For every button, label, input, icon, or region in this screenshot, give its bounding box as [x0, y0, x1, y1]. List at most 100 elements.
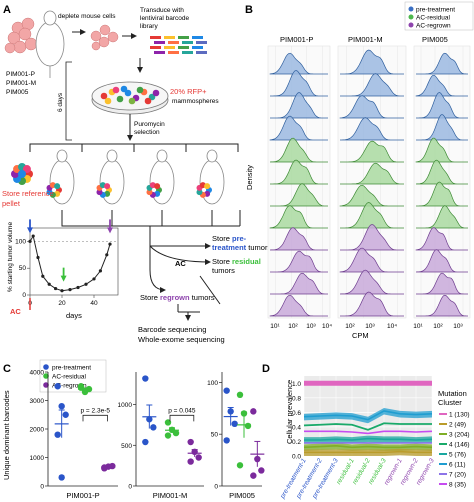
b-legend-dot	[408, 14, 414, 20]
d-ytick-label: 0.8	[292, 395, 301, 402]
b-title-1: PIM001-P	[280, 35, 313, 44]
tv-point	[98, 269, 102, 273]
tv-point	[108, 242, 112, 246]
tv-point	[47, 282, 51, 286]
c-point	[240, 410, 248, 417]
barcode-strip	[154, 41, 165, 44]
b-density-ridge	[270, 92, 328, 119]
tv-point	[36, 255, 40, 260]
transduce-line-1: Transduce with	[140, 7, 184, 14]
b-density-ridge	[415, 249, 468, 273]
tv-ytick-label: 50	[19, 265, 27, 272]
c-point	[244, 422, 252, 430]
d-ytick-label: 0.2	[292, 439, 301, 446]
arrow-store-pre	[149, 236, 210, 246]
b-density-ridge	[415, 227, 468, 251]
store-reference-line-2: pellet	[2, 199, 21, 208]
c-legend-dot	[43, 364, 49, 370]
b-legend-dot	[408, 22, 414, 28]
store-reference-line-1: Store reference	[2, 189, 54, 198]
c-point	[250, 472, 257, 479]
b-density-ridge	[416, 52, 468, 75]
panel-b-letter: B	[245, 4, 253, 16]
pellet-cell	[18, 170, 26, 178]
c-point	[58, 403, 65, 410]
c-pval: p = 2.3e-5	[81, 407, 111, 414]
b-density-ridge	[270, 272, 328, 295]
ac-mid-label: AC	[175, 259, 186, 268]
c-legend-label: pre-treatment	[52, 365, 91, 372]
b-density-ridge	[269, 227, 328, 251]
mammosphere-dot	[116, 95, 124, 103]
c-ytick-label: 1000	[30, 455, 45, 462]
b-density-ridge	[415, 159, 468, 185]
barcode-strip	[150, 46, 161, 49]
days-bracket	[65, 61, 72, 141]
mammosphere-dot	[100, 92, 108, 100]
tv-point	[60, 289, 64, 293]
b-legend-label: pre-treatment	[416, 7, 455, 14]
c-point	[142, 438, 149, 446]
c-point	[191, 448, 198, 455]
c-ytick-label: 0	[214, 484, 218, 491]
b-density-ridge	[340, 140, 404, 163]
tumor-cell	[104, 183, 111, 190]
tumor-cell	[204, 183, 211, 190]
cpm-xlabel: CPM	[352, 331, 369, 340]
d-cluster-line	[304, 437, 433, 441]
b-density-ridge	[269, 115, 328, 141]
c-subplot-title: PIM001-M	[153, 491, 188, 500]
d-legend-title-1: Mutation	[438, 389, 467, 398]
b-density-ridge	[270, 70, 328, 97]
timepoint-arrowhead	[27, 227, 33, 234]
c-point	[101, 464, 108, 471]
b-density-ridge	[269, 137, 328, 163]
c-point	[254, 455, 261, 463]
d-legend-label: 1 (130)	[449, 412, 470, 419]
barcode-strip	[196, 41, 207, 44]
c-ytick-label: 3000	[30, 398, 45, 405]
b-density-ridge	[416, 272, 468, 295]
barcode-strip	[192, 36, 203, 39]
b-legend-label: AC-residual	[416, 15, 451, 22]
tv-point	[76, 285, 80, 290]
barcode-strip	[178, 36, 189, 39]
c-point	[250, 408, 257, 415]
c-point	[231, 420, 238, 428]
c-ylabel: Unique dominant barcodes	[2, 390, 11, 480]
b-density-ridge	[270, 250, 328, 273]
mice-row	[11, 149, 225, 205]
b-density-ridge	[269, 52, 328, 75]
b-density-ridge	[416, 92, 468, 119]
b-xtick-label: 10³	[306, 323, 316, 330]
b-xtick-label: 10¹	[270, 323, 280, 330]
b-density-ridge	[416, 114, 468, 141]
c-point	[142, 375, 149, 382]
puromycin-line-1: Puromycin	[134, 121, 165, 128]
mammosphere-dot	[104, 97, 112, 105]
distribution-ticks	[81, 144, 187, 152]
tv-xtick-label: 40	[90, 300, 98, 307]
transduce-line-3: library	[140, 23, 158, 30]
d-legend-label: 5 (76)	[449, 452, 466, 459]
b-legend-label: AC-regrown	[416, 23, 451, 30]
c-ytick-label: 0	[40, 484, 44, 491]
tv-point	[105, 253, 109, 257]
c-point	[81, 388, 89, 396]
puromycin-line-2: selection	[134, 129, 160, 136]
merge-lines	[61, 210, 241, 227]
pellet-cell	[22, 165, 31, 174]
b-xtick-label: 10²	[433, 323, 443, 330]
b-density-ridge	[415, 74, 468, 97]
b-xtick-label: 10³	[365, 323, 375, 330]
c-subplot-title: PIM005	[229, 491, 255, 500]
c-point	[195, 454, 202, 461]
sample-list: PIM001-P PIM001-M PIM005	[6, 71, 36, 96]
c-pval: p = 0.045	[168, 407, 196, 414]
b-xtick-label: 10³	[453, 323, 463, 330]
c-legend-dot	[43, 382, 49, 388]
mammospheres-label: mammospheres	[172, 98, 219, 105]
c-ytick-label: 50	[211, 432, 219, 439]
barcode-strip	[182, 51, 193, 54]
